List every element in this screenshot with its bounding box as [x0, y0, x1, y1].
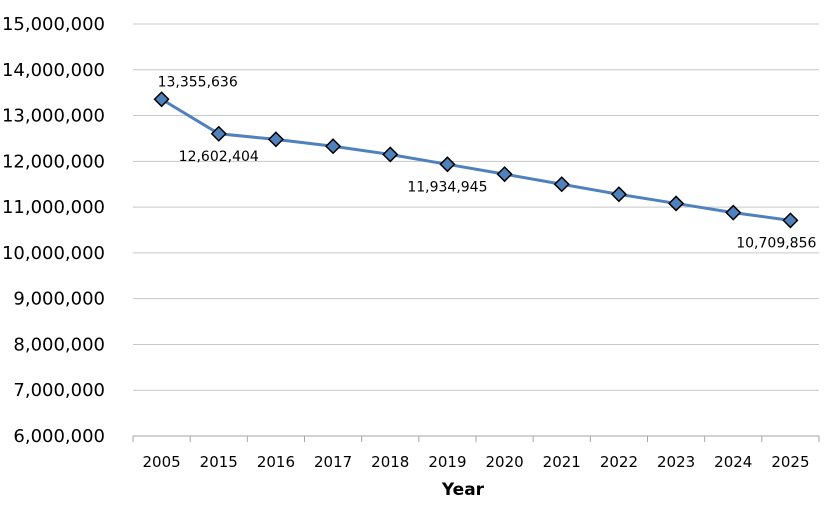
x-tick-label: 2018 [371, 453, 409, 471]
x-tick-label: 2016 [257, 453, 295, 471]
data-point-marker [325, 138, 342, 155]
x-axis-title: Year [441, 480, 485, 500]
y-tick-label: 11,000,000 [2, 197, 105, 218]
x-tick-label: 2023 [657, 453, 695, 471]
y-tick-label: 6,000,000 [13, 426, 105, 447]
y-tick-label: 10,000,000 [2, 243, 105, 264]
data-point-marker [610, 186, 627, 203]
x-tick-label: 2020 [485, 453, 523, 471]
data-point-marker [553, 176, 570, 193]
data-label: 13,355,636 [158, 74, 238, 90]
gridlines [133, 23, 819, 391]
y-tick-label: 9,000,000 [13, 289, 105, 310]
data-point-marker [439, 156, 456, 173]
y-tick-label: 13,000,000 [2, 106, 105, 127]
y-tick-label: 8,000,000 [13, 334, 105, 355]
y-axis-ticks: 6,000,000 7,000,000 8,000,000 9,000,000 10,0… [2, 14, 105, 447]
x-tick-label: 2005 [142, 453, 180, 471]
x-tick-label: 2021 [543, 453, 581, 471]
series-group [153, 91, 799, 229]
data-point-marker [668, 195, 685, 212]
data-point-marker [267, 131, 284, 148]
data-point-marker [382, 146, 399, 163]
data-point-marker [725, 204, 742, 221]
x-tick-label: 2022 [600, 453, 638, 471]
data-point-marker [782, 212, 799, 229]
y-tick-label: 15,000,000 [2, 14, 105, 35]
x-tick-label: 2015 [200, 453, 238, 471]
data-label: 12,602,404 [179, 149, 259, 165]
data-point-marker [153, 91, 170, 108]
x-tick-label: 2017 [314, 453, 352, 471]
x-axis-ticks: 2005 2015 2016 2017 2018 2019 2020 2021 2022 2023… [142, 453, 809, 471]
data-point-marker [496, 166, 513, 183]
x-tick-label: 2024 [714, 453, 752, 471]
y-tick-label: 7,000,000 [13, 380, 105, 401]
x-tick-label: 2019 [428, 453, 466, 471]
data-point-marker [210, 125, 227, 142]
y-tick-label: 14,000,000 [2, 60, 105, 81]
data-label: 11,934,945 [407, 179, 487, 195]
data-label: 10,709,856 [736, 235, 816, 251]
y-tick-label: 12,000,000 [2, 151, 105, 172]
x-tick-label: 2025 [771, 453, 809, 471]
data-labels: 13,355,636 12,602,404 11,934,945 10,709,856 [158, 74, 817, 251]
axes [132, 435, 820, 442]
series-line [160, 97, 791, 222]
